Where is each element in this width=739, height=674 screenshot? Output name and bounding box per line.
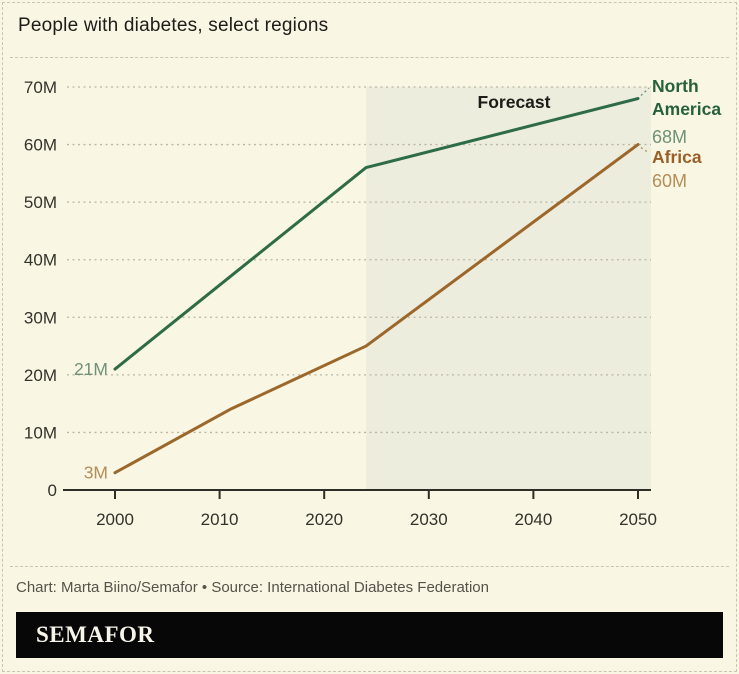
- title-divider: [10, 57, 729, 58]
- x-axis: 2000 2010 2020 2030 2040 2050: [63, 489, 657, 529]
- x-tick-label-2050: 2050: [619, 510, 657, 529]
- start-value-label-africa: 3M: [84, 463, 108, 483]
- forecast-label: Forecast: [478, 92, 551, 112]
- series-lines: [113, 97, 640, 475]
- series-name-label-africa: Africa: [652, 147, 702, 167]
- connector-north-america: [640, 87, 650, 96]
- y-tick-label-30: 30M: [24, 308, 57, 327]
- y-tick-label-60: 60M: [24, 136, 57, 155]
- series-line-north-america: [113, 97, 640, 371]
- gridlines: [67, 86, 651, 434]
- series-line-africa: [113, 143, 640, 475]
- series-start-value-labels: 21M 3M: [74, 359, 108, 483]
- y-tick-label-70: 70M: [24, 78, 57, 97]
- y-tick-label-20: 20M: [24, 366, 57, 385]
- forecast-band: [366, 87, 651, 490]
- end-value-label-africa: 60M: [652, 171, 688, 191]
- page-title: People with diabetes, select regions: [18, 15, 329, 36]
- start-value-label-north-america: 21M: [74, 359, 108, 379]
- x-tick-label-2010: 2010: [201, 510, 239, 529]
- y-axis-labels: 0 10M 20M 30M 40M 50M 60M 70M: [24, 78, 57, 500]
- x-tick-label-2040: 2040: [514, 510, 552, 529]
- y-tick-label-50: 50M: [24, 193, 57, 212]
- credit-line: Chart: Marta Biino/Semafor • Source: Int…: [16, 579, 489, 596]
- label-connectors: [640, 87, 650, 154]
- series-name-label-north-america: North America: [652, 76, 722, 120]
- end-value-label-north-america: 68M: [652, 127, 688, 147]
- y-tick-label-0: 0: [48, 481, 57, 500]
- footer-divider: [10, 566, 729, 567]
- y-tick-label-40: 40M: [24, 251, 57, 270]
- x-tick-label-2030: 2030: [410, 510, 448, 529]
- logo-bar: SEMAFOR: [16, 612, 723, 658]
- semafor-logo: SEMAFOR: [36, 622, 155, 647]
- x-tick-label-2000: 2000: [96, 510, 134, 529]
- connector-africa: [640, 147, 650, 154]
- x-tick-label-2020: 2020: [305, 510, 343, 529]
- y-tick-label-10: 10M: [24, 423, 57, 442]
